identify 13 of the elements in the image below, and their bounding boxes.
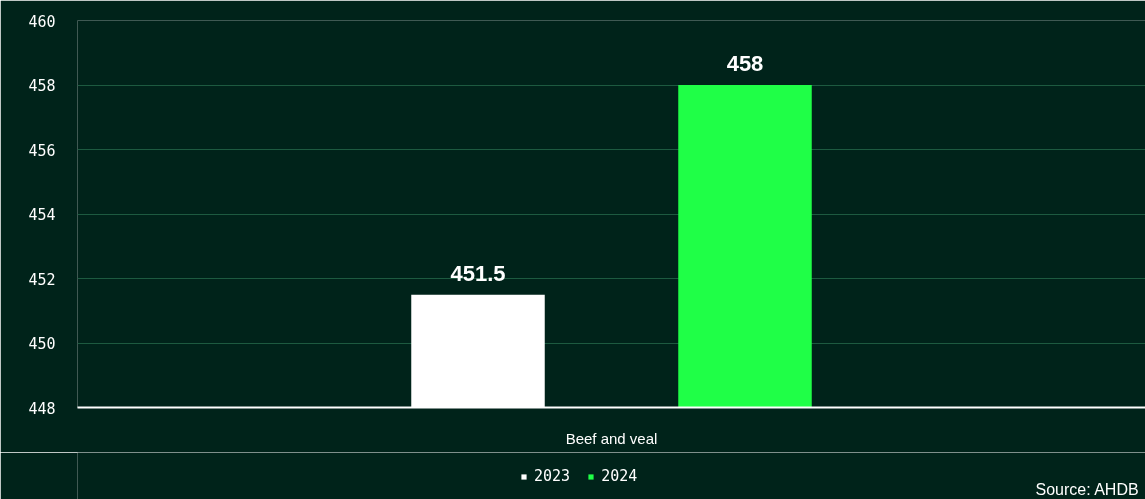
y-tick-label: 450 bbox=[28, 335, 56, 353]
y-tick-label: 452 bbox=[28, 270, 56, 289]
legend-label: 2024 bbox=[601, 467, 638, 485]
x-tick-label: Beef and veal bbox=[565, 429, 658, 447]
y-tick-label: 460 bbox=[28, 12, 56, 31]
legend-label: 2023 bbox=[534, 467, 571, 485]
data-label: 458 bbox=[726, 51, 764, 76]
y-tick-label: 454 bbox=[28, 206, 56, 224]
data-label: 451.5 bbox=[450, 260, 506, 286]
y-tick-label: 456 bbox=[28, 141, 56, 160]
y-tick-label: 448 bbox=[28, 399, 56, 418]
y-tick-label: 458 bbox=[28, 77, 56, 95]
source-note: Source: AHDB bbox=[1035, 480, 1139, 498]
